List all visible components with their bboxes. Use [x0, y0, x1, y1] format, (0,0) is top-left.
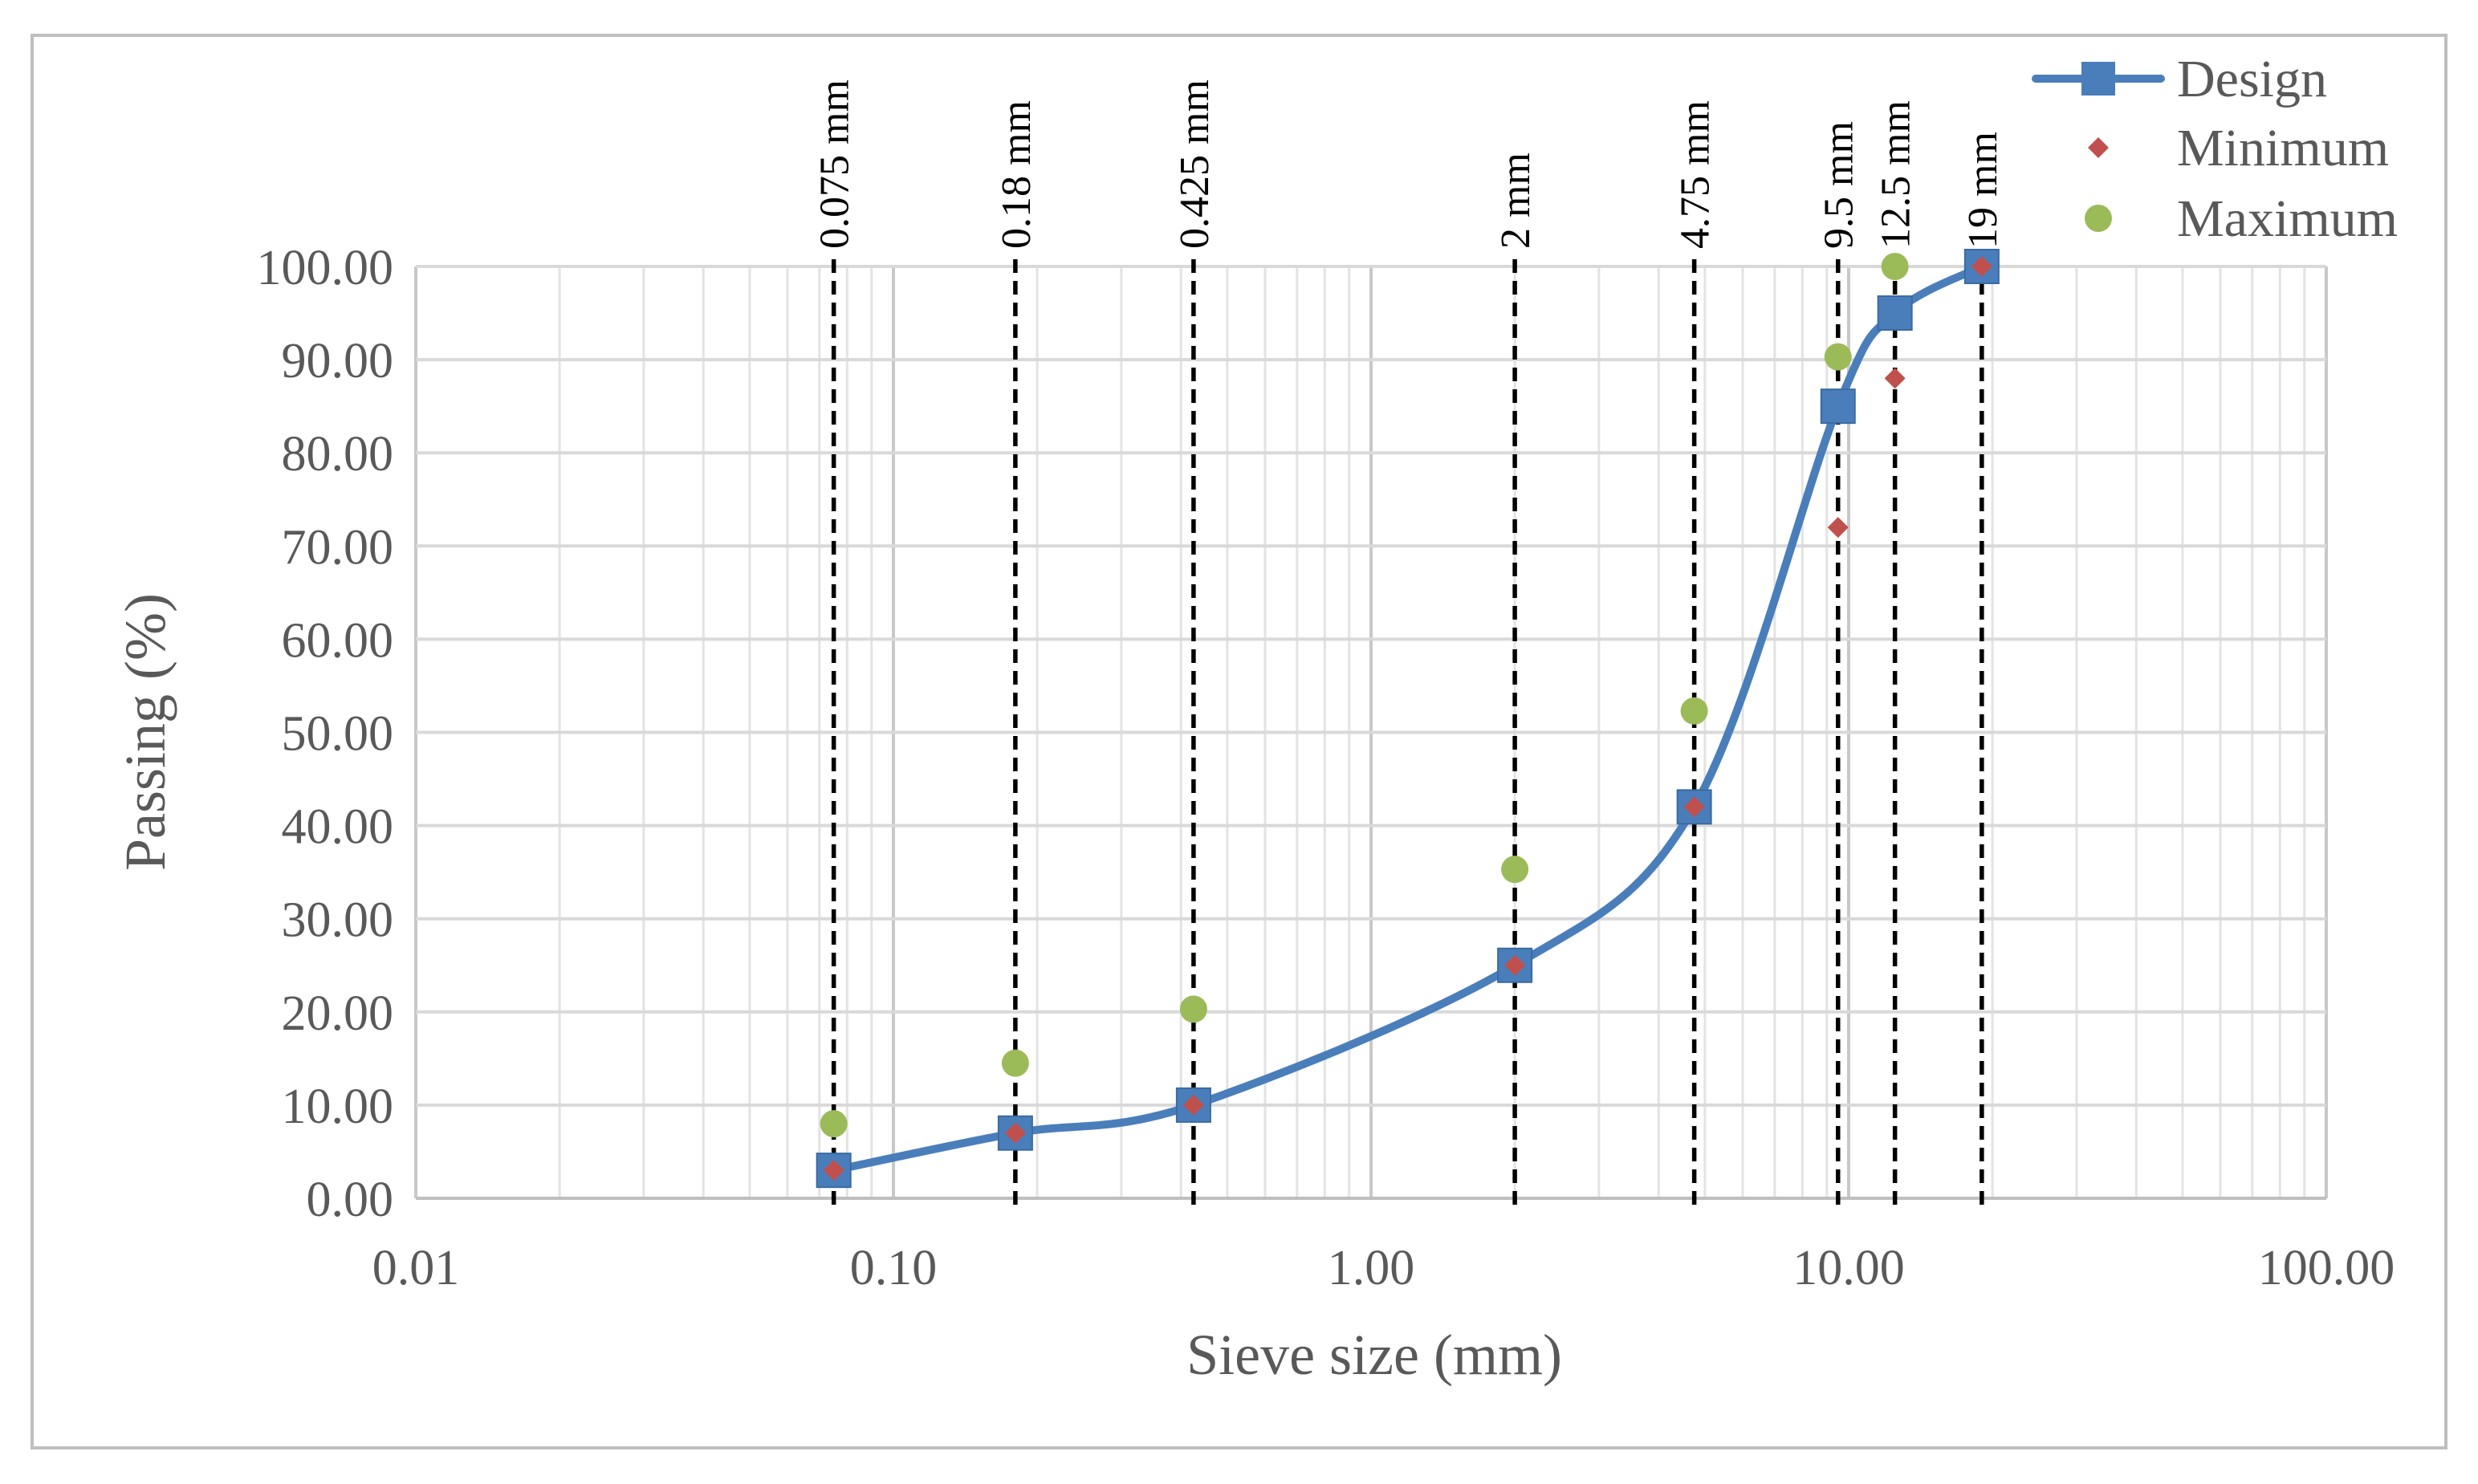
maximum-point	[1881, 253, 1909, 280]
y-tick-label: 80.00	[282, 427, 394, 482]
y-axis-title: Passing (%)	[113, 593, 177, 871]
y-tick-label: 90.00	[282, 334, 394, 388]
axes: 0.01 0.10 1.00 10.00 100.00 0.00 10.00 20.00 30.…	[257, 241, 2395, 1295]
maximum-point	[1680, 697, 1708, 725]
x-tick-label: 0.10	[850, 1241, 938, 1295]
minimum-point	[1504, 954, 1526, 976]
maximum-point	[1179, 995, 1207, 1023]
minimum-point	[1004, 1122, 1026, 1144]
y-tick-label: 50.00	[282, 707, 394, 762]
sieve-label: 0.18 mm	[994, 100, 1040, 249]
y-tick-label: 10.00	[282, 1079, 394, 1134]
y-tick-label: 20.00	[282, 986, 394, 1041]
plot-area: 0.01 0.10 1.00 10.00 100.00 0.00 10.00 20.00 30.…	[257, 79, 2395, 1295]
sieve-label: 0.425 mm	[1172, 79, 1218, 249]
sieve-reference-lines: 0.075 mm 0.18 mm 0.425 mm 2 mm 4.75 mm 9.5 mm…	[812, 79, 2006, 1205]
design-point	[816, 1153, 852, 1189]
minimum-point	[1971, 256, 1992, 277]
y-tick-label: 60.00	[282, 613, 394, 668]
minimum-point	[1182, 1094, 1204, 1116]
sieve-label: 2 mm	[1493, 152, 1539, 249]
sieve-label: 19 mm	[1960, 132, 2006, 249]
minimum-point	[1884, 368, 1906, 389]
y-tick-label: 0.00	[307, 1173, 394, 1227]
legend-label: Maximum	[2177, 189, 2398, 248]
design-series-line	[829, 262, 1986, 1175]
y-tick-label: 30.00	[282, 893, 394, 948]
chart-border	[31, 34, 2447, 1449]
sieve-label: 12.5 mm	[1874, 100, 1919, 249]
legend-maximum-marker	[2085, 205, 2112, 232]
minimum-point	[823, 1160, 844, 1181]
y-tick-label: 100.00	[257, 241, 394, 295]
minimum-point	[1683, 796, 1705, 818]
design-point	[1820, 388, 1856, 425]
x-tick-label: 10.00	[1792, 1241, 1905, 1295]
maximum-point	[820, 1110, 848, 1138]
legend-label: Design	[2177, 50, 2327, 108]
legend-minimum-marker	[2088, 137, 2109, 158]
maximum-point	[1501, 856, 1529, 884]
maximum-point	[1824, 343, 1852, 371]
design-point	[1877, 295, 1913, 331]
y-tick-label: 40.00	[282, 800, 394, 855]
y-tick-label: 70.00	[282, 520, 394, 575]
legend: Design Minimum Maximum	[2032, 50, 2398, 248]
x-axis-title: Sieve size (mm)	[1186, 1323, 1562, 1387]
design-point	[1963, 249, 2000, 284]
x-tick-label: 100.00	[2258, 1241, 2395, 1295]
x-tick-label: 0.01	[372, 1241, 460, 1295]
data-series	[816, 249, 2000, 1189]
minimum-point	[1827, 517, 1849, 539]
sieve-label: 4.75 mm	[1673, 100, 1719, 249]
legend-label: Minimum	[2177, 119, 2389, 177]
sieve-label: 9.5 mm	[1817, 121, 1862, 249]
maximum-point	[1001, 1049, 1029, 1077]
legend-design-marker	[2081, 62, 2115, 96]
x-tick-label: 1.00	[1328, 1241, 1415, 1295]
sieve-label: 0.075 mm	[812, 79, 858, 249]
